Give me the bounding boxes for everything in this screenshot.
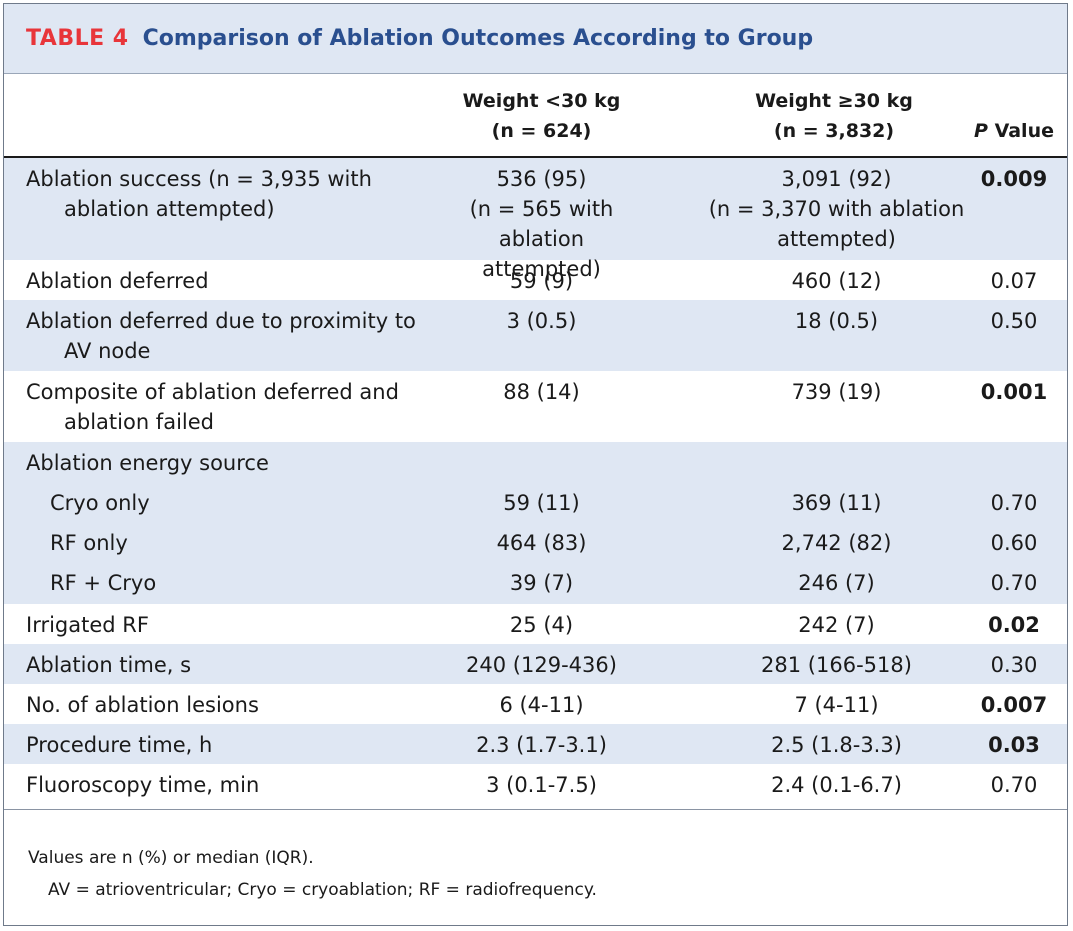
header-col2-line2: (n = 3,832) [773, 120, 895, 142]
row-value-under-30: 39 (7) [509, 571, 574, 595]
row-p-value: 0.70 [990, 773, 1038, 797]
row-label: Irrigated RF [26, 613, 149, 637]
value-line3: attempted) [777, 227, 896, 251]
row-value-30-plus: 2.4 (0.1-6.7) [771, 773, 902, 797]
row-label-line1: Ablation success (n = 3,935 with [26, 167, 372, 191]
header-weight-30-plus: Weight ≥30 kg (n = 3,832) [694, 86, 974, 146]
row-label: Procedure time, h [26, 733, 213, 757]
row-p-value: 0.07 [990, 269, 1038, 293]
header-weight-under-30: Weight <30 kg (n = 624) [424, 86, 659, 146]
row-value-under-30: 88 (14) [503, 380, 580, 404]
row-value-under-30: 536 (95) (n = 565 with ablation attempte… [424, 164, 659, 284]
value-line1: 3,091 (92) [781, 167, 892, 191]
table-row-lesions: No. of ablation lesions 6 (4-11) 7 (4-11… [4, 684, 1067, 724]
row-value-under-30: 2.3 (1.7-3.1) [476, 733, 607, 757]
row-value-30-plus: 246 (7) [798, 571, 875, 595]
value-line2: (n = 565 with ablation [469, 197, 614, 251]
value-line3: attempted) [482, 257, 601, 281]
table-row-ablation-time: Ablation time, s 240 (129-436) 281 (166-… [4, 644, 1067, 684]
row-label-line2: AV node [64, 339, 151, 363]
row-value-under-30: 3 (0.5) [506, 309, 577, 333]
row-label: RF only [50, 531, 128, 555]
row-label: Ablation success (n = 3,935 with ablatio… [26, 164, 426, 224]
row-p-value: 0.30 [990, 653, 1038, 677]
table-title: Comparison of Ablation Outcomes Accordin… [142, 26, 814, 51]
table-row-irrigated-rf: Irrigated RF 25 (4) 242 (7) 0.02 [4, 604, 1067, 644]
row-value-30-plus: 7 (4-11) [794, 693, 879, 717]
row-label: RF + Cryo [50, 571, 157, 595]
footnote-abbreviations: AV = atrioventricular; Cryo = cryoablati… [48, 880, 597, 900]
row-p-value: 0.50 [990, 309, 1038, 333]
row-value-30-plus: 739 (19) [791, 380, 882, 404]
row-value-under-30: 464 (83) [496, 531, 587, 555]
row-label-line2: ablation failed [64, 410, 214, 434]
row-p-value: 0.007 [980, 693, 1048, 717]
row-value-30-plus: 18 (0.5) [794, 309, 879, 333]
header-col1-line2: (n = 624) [491, 120, 592, 142]
table-header: Weight <30 kg (n = 624) Weight ≥30 kg (n… [4, 74, 1067, 158]
row-value-30-plus: 281 (166-518) [761, 653, 912, 677]
header-p-italic: P [974, 120, 988, 142]
table-row-ablation-deferred: Ablation deferred 59 (9) 460 (12) 0.07 [4, 260, 1067, 300]
row-value-under-30: 59 (11) [503, 491, 580, 515]
header-col2-line1: Weight ≥30 kg [755, 90, 913, 112]
header-p-value: P Value [964, 116, 1064, 146]
table-row-procedure-time: Procedure time, h 2.3 (1.7-3.1) 2.5 (1.8… [4, 724, 1067, 764]
header-col1-line1: Weight <30 kg [462, 90, 621, 112]
row-value-30-plus: 460 (12) [791, 269, 882, 293]
row-value-30-plus: 2.5 (1.8-3.3) [771, 733, 902, 757]
row-value-under-30: 6 (4-11) [499, 693, 584, 717]
row-value-30-plus: 3,091 (92) (n = 3,370 with ablation atte… [694, 164, 979, 254]
value-line1: 536 (95) [496, 167, 587, 191]
row-p-value: 0.70 [990, 491, 1038, 515]
table-row-ablation-success: Ablation success (n = 3,935 with ablatio… [4, 158, 1067, 281]
row-p-value: 0.60 [990, 531, 1038, 555]
row-p-value: 0.001 [980, 380, 1048, 404]
row-p-value: 0.02 [988, 613, 1040, 637]
table-row-fluoroscopy-time: Fluoroscopy time, min 3 (0.1-7.5) 2.4 (0… [4, 764, 1067, 804]
row-label: Cryo only [50, 491, 150, 515]
row-label: Ablation deferred [26, 269, 209, 293]
row-value-under-30: 25 (4) [509, 613, 574, 637]
row-label: Ablation time, s [26, 653, 192, 677]
table-figure: TABLE 4 Comparison of Ablation Outcomes … [3, 3, 1068, 926]
row-p-value: 0.70 [990, 571, 1038, 595]
row-label: Composite of ablation deferred and ablat… [26, 377, 426, 437]
table-footnotes: Values are n (%) or median (IQR). AV = a… [4, 809, 1067, 900]
footnote-values: Values are n (%) or median (IQR). [28, 848, 314, 868]
table-row-group-energy-source: Ablation energy source Cryo only 59 (11)… [4, 442, 1067, 604]
table-number: TABLE 4 [26, 26, 129, 51]
value-line2: (n = 3,370 with ablation [708, 197, 965, 221]
row-value-30-plus: 369 (11) [791, 491, 882, 515]
row-value-under-30: 240 (129-436) [466, 653, 617, 677]
header-p-rest: Value [987, 120, 1054, 142]
row-label: No. of ablation lesions [26, 693, 259, 717]
row-label: Ablation energy source [26, 451, 269, 475]
row-value-30-plus: 242 (7) [798, 613, 875, 637]
table-row-deferred-av-node: Ablation deferred due to proximity to AV… [4, 300, 1067, 371]
table-title-bar: TABLE 4 Comparison of Ablation Outcomes … [4, 4, 1067, 74]
row-p-value: 0.009 [980, 167, 1048, 191]
row-p-value: 0.03 [988, 733, 1040, 757]
row-value-under-30: 3 (0.1-7.5) [486, 773, 597, 797]
row-label-line1: Composite of ablation deferred and [26, 380, 399, 404]
row-label: Ablation deferred due to proximity to AV… [26, 306, 426, 366]
row-value-under-30: 59 (9) [509, 269, 574, 293]
row-label-line2: ablation attempted) [64, 197, 275, 221]
row-value-30-plus: 2,742 (82) [781, 531, 892, 555]
row-label-line1: Ablation deferred due to proximity to [26, 309, 416, 333]
row-label: Fluoroscopy time, min [26, 773, 260, 797]
table-row-composite: Composite of ablation deferred and ablat… [4, 371, 1067, 442]
